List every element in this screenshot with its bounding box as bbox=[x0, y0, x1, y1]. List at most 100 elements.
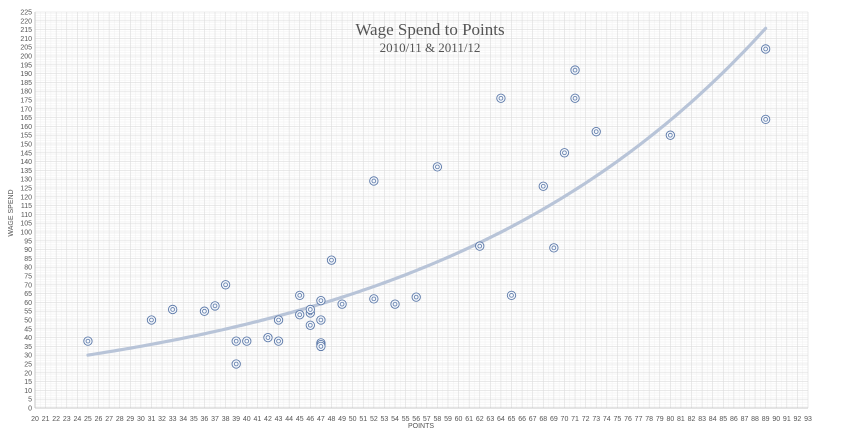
x-tick-label: 33 bbox=[169, 416, 177, 423]
x-tick-label: 20 bbox=[31, 416, 39, 423]
data-point-inner-ring bbox=[572, 95, 578, 101]
x-tick-label: 29 bbox=[126, 416, 134, 423]
data-point bbox=[390, 299, 400, 309]
x-tick-label: 36 bbox=[201, 416, 209, 423]
y-tick-label: 120 bbox=[20, 194, 32, 201]
data-point-inner-ring bbox=[371, 178, 377, 184]
data-point bbox=[326, 255, 337, 265]
x-tick-label: 55 bbox=[402, 416, 410, 423]
data-point bbox=[316, 295, 326, 306]
data-point-outer-ring bbox=[83, 336, 93, 346]
data-point-inner-ring bbox=[562, 150, 567, 156]
y-tick-label: 65 bbox=[24, 291, 32, 298]
data-point bbox=[231, 336, 241, 346]
data-point bbox=[305, 304, 315, 315]
data-point-inner-ring bbox=[540, 183, 546, 189]
data-point-inner-ring bbox=[265, 335, 271, 340]
y-tick-label: 5 bbox=[28, 397, 32, 404]
y-tick-label: 20 bbox=[24, 370, 32, 377]
x-tick-label: 60 bbox=[455, 416, 463, 423]
data-point-outer-ring bbox=[231, 359, 241, 369]
data-point-outer-ring bbox=[760, 114, 771, 125]
x-tick-label: 24 bbox=[73, 416, 81, 423]
x-tick-label: 30 bbox=[137, 416, 145, 423]
x-tick-label: 41 bbox=[253, 416, 261, 423]
data-point bbox=[210, 301, 220, 311]
x-tick-label: 67 bbox=[529, 416, 537, 423]
y-tick-labels: 0510152025303540455055606570758085909510… bbox=[20, 10, 32, 413]
y-tick-label: 70 bbox=[24, 282, 32, 289]
x-tick-label: 46 bbox=[306, 416, 314, 423]
y-tick-label: 115 bbox=[21, 203, 32, 210]
data-point-inner-ring bbox=[318, 298, 324, 303]
data-point-outer-ring bbox=[549, 243, 559, 253]
x-tick-label: 85 bbox=[719, 416, 727, 423]
x-tick-label: 80 bbox=[666, 416, 674, 423]
data-point-outer-ring bbox=[506, 290, 517, 301]
data-point bbox=[665, 130, 675, 140]
data-point-inner-ring bbox=[170, 307, 175, 312]
y-tick-label: 10 bbox=[24, 388, 32, 395]
x-tick-label: 62 bbox=[476, 416, 484, 423]
data-point-inner-ring bbox=[329, 257, 334, 263]
data-point bbox=[760, 114, 771, 125]
data-point-outer-ring bbox=[475, 241, 485, 251]
chart-title: Wage Spend to Points bbox=[355, 20, 504, 39]
data-point-outer-ring bbox=[231, 336, 241, 346]
x-tick-label: 48 bbox=[328, 416, 336, 423]
y-tick-label: 110 bbox=[21, 212, 32, 219]
data-point-outer-ring bbox=[316, 341, 326, 352]
y-tick-label: 155 bbox=[20, 133, 32, 140]
data-point-inner-ring bbox=[308, 307, 313, 312]
y-tick-label: 190 bbox=[20, 71, 32, 78]
x-tick-label: 45 bbox=[296, 416, 304, 423]
data-point bbox=[220, 280, 231, 290]
data-point-inner-ring bbox=[509, 293, 514, 298]
data-point bbox=[146, 315, 157, 325]
y-tick-label: 170 bbox=[20, 106, 32, 113]
x-tick-label: 28 bbox=[116, 416, 124, 423]
x-tick-label: 72 bbox=[582, 416, 590, 423]
data-point-inner-ring bbox=[318, 344, 324, 349]
data-point-outer-ring bbox=[390, 299, 400, 309]
data-point bbox=[538, 181, 548, 191]
y-tick-label: 135 bbox=[20, 168, 32, 175]
data-point bbox=[199, 306, 210, 316]
data-point-inner-ring bbox=[276, 317, 281, 323]
y-tick-label: 60 bbox=[24, 300, 32, 307]
x-tick-label: 91 bbox=[783, 416, 791, 423]
data-point-inner-ring bbox=[339, 301, 345, 307]
x-tick-label: 26 bbox=[95, 416, 103, 423]
y-tick-label: 195 bbox=[20, 62, 32, 69]
data-point bbox=[570, 93, 580, 103]
x-tick-label: 31 bbox=[148, 416, 156, 423]
x-tick-label: 65 bbox=[508, 416, 516, 423]
y-tick-label: 40 bbox=[24, 335, 32, 342]
data-point-outer-ring bbox=[570, 93, 580, 103]
data-point bbox=[475, 241, 485, 251]
trendline-path bbox=[86, 26, 768, 357]
x-tick-label: 87 bbox=[741, 416, 749, 423]
data-point bbox=[273, 315, 284, 325]
data-point-outer-ring bbox=[316, 315, 326, 325]
y-tick-label: 15 bbox=[24, 379, 32, 386]
data-point bbox=[316, 341, 326, 352]
data-point-outer-ring bbox=[591, 127, 601, 137]
data-point bbox=[242, 336, 252, 346]
x-tick-label: 64 bbox=[497, 416, 505, 423]
y-tick-label: 200 bbox=[20, 54, 32, 61]
data-point-outer-ring bbox=[665, 130, 675, 140]
data-point-outer-ring bbox=[570, 65, 580, 75]
data-point-inner-ring bbox=[551, 245, 557, 251]
y-tick-label: 175 bbox=[20, 98, 32, 105]
y-tick-label: 220 bbox=[20, 18, 32, 25]
y-tick-label: 180 bbox=[20, 89, 32, 96]
x-tick-labels: 20 21 22 23 24 25 26 27 28 29 30 31 32 33 34 35 36 37 38 39… bbox=[31, 416, 812, 423]
x-tick-label: 76 bbox=[624, 416, 632, 423]
y-tick-label: 35 bbox=[24, 344, 32, 351]
data-point-outer-ring bbox=[305, 304, 315, 315]
y-tick-label: 105 bbox=[20, 221, 32, 228]
data-point bbox=[369, 294, 379, 304]
data-point-outer-ring bbox=[432, 162, 443, 172]
y-tick-label: 45 bbox=[24, 326, 32, 333]
